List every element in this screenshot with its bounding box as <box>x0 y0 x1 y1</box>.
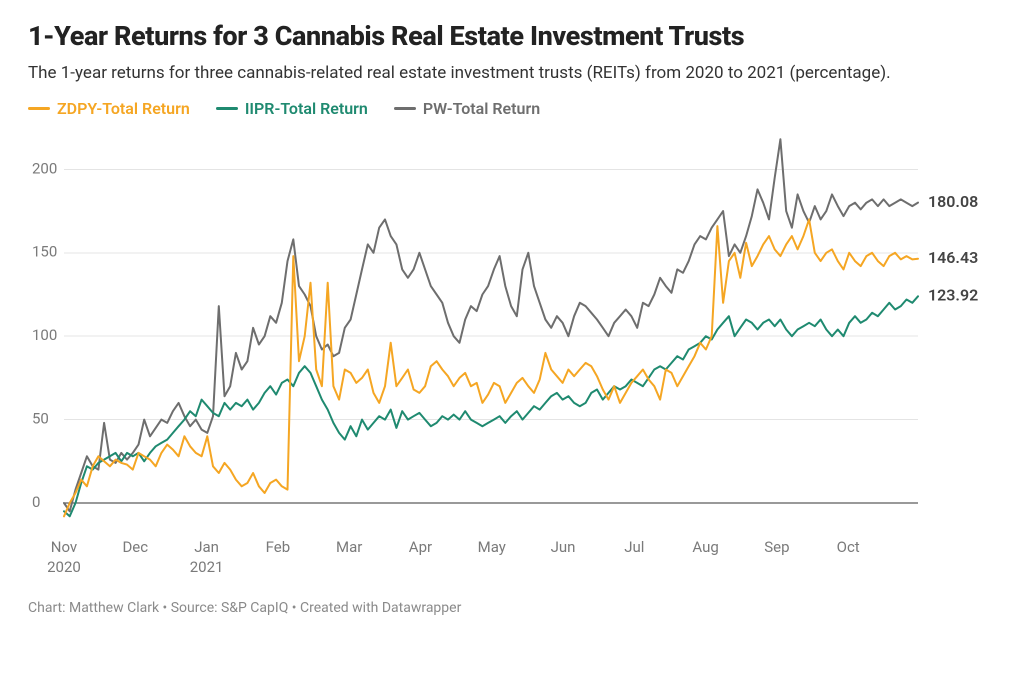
chart-container: 1-Year Returns for 3 Cannabis Real Estat… <box>0 0 1024 694</box>
x-tick-label: Jun <box>551 538 576 556</box>
legend-item: ZDPY-Total Return <box>28 99 190 118</box>
legend-swatch <box>216 107 238 110</box>
x-tick-label: May <box>478 538 506 556</box>
series-end-label: 123.92 <box>928 285 978 304</box>
legend-swatch <box>28 107 50 110</box>
x-tick-label: Aug <box>692 538 718 556</box>
legend-label: IIPR-Total Return <box>245 99 368 118</box>
y-tick-label: 0 <box>32 493 40 511</box>
x-tick-label: Mar <box>336 538 362 556</box>
x-tick-sublabel: 2021 <box>190 558 224 576</box>
series-line <box>64 139 918 511</box>
x-tick-label: Dec <box>122 538 148 556</box>
y-tick-label: 150 <box>32 243 57 261</box>
x-tick-label: Jan <box>194 538 219 556</box>
x-tick-label: Apr <box>409 538 432 556</box>
legend-item: IIPR-Total Return <box>216 99 368 118</box>
series-line <box>64 296 918 516</box>
y-tick-label: 200 <box>32 159 57 177</box>
x-tick-label: Oct <box>837 538 860 556</box>
x-tick-label: Sep <box>764 538 789 556</box>
chart-title: 1-Year Returns for 3 Cannabis Real Estat… <box>28 20 996 52</box>
series-line <box>64 219 918 516</box>
y-tick-label: 100 <box>32 326 57 344</box>
x-tick-label: Jul <box>624 538 644 556</box>
legend-label: ZDPY-Total Return <box>57 99 190 118</box>
plot-area: 0 50 100 150 200 Nov 2020 Dec Jan 2021 Feb Mar Apr Ma… <box>28 122 996 592</box>
legend-label: PW-Total Return <box>423 99 540 118</box>
chart-subtitle: The 1-year returns for three cannabis-re… <box>28 62 968 85</box>
series-end-label: 146.43 <box>928 248 978 267</box>
legend: ZDPY-Total Return IIPR-Total Return PW-Tot… <box>28 99 996 118</box>
y-tick-label: 50 <box>32 409 49 427</box>
line-chart-svg: 0 50 100 150 200 Nov 2020 Dec Jan 2021 Feb Mar Apr Ma… <box>28 122 996 592</box>
series-end-label: 180.08 <box>928 192 978 211</box>
legend-swatch <box>394 107 416 110</box>
x-tick-label: Feb <box>266 538 291 556</box>
x-tick-sublabel: 2020 <box>47 558 81 576</box>
legend-item: PW-Total Return <box>394 99 540 118</box>
x-tick-label: Nov <box>51 538 77 556</box>
chart-credits: Chart: Matthew Clark • Source: S&P CapIQ… <box>28 600 996 616</box>
